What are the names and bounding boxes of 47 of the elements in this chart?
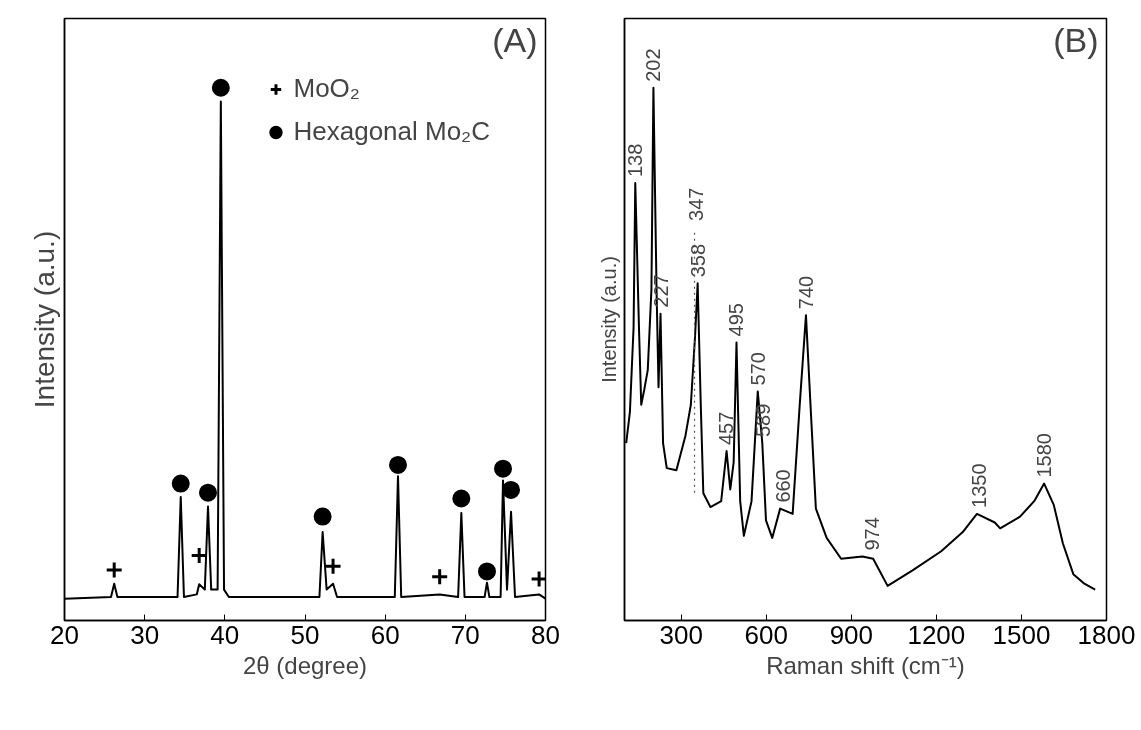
annotation: 589	[752, 403, 775, 438]
x-tick-label: 50	[290, 619, 320, 650]
x-tick-label: 60	[370, 619, 400, 650]
legend-label: MoO₂	[293, 73, 360, 104]
x-axis-title: 2θ (degree)	[242, 651, 368, 679]
x-tick-label: 1800	[1077, 619, 1136, 650]
x-tick-label: 70	[450, 619, 480, 650]
point	[211, 78, 230, 97]
x-tick-label: 1200	[907, 619, 966, 650]
x-tick-label: 1500	[992, 619, 1051, 650]
annotation: 1350	[967, 463, 990, 508]
point	[477, 562, 496, 581]
ref-line-label: 347	[684, 187, 707, 221]
x-tick-label: 20	[50, 619, 79, 650]
annotation: 1580	[1033, 433, 1056, 478]
x-tick-label: 40	[210, 619, 240, 650]
annotation: 974	[861, 517, 884, 551]
point	[502, 480, 521, 499]
annotation: 570	[746, 352, 769, 386]
point	[171, 474, 190, 493]
x-tick-label: 80	[531, 619, 560, 650]
x-tick-label: 900	[829, 619, 874, 650]
annotation: 740	[794, 275, 817, 310]
annotation: 358	[686, 243, 709, 278]
y-axis-title: Intensity (a.u.)	[28, 230, 60, 409]
point	[313, 507, 332, 526]
annotation: 457	[714, 411, 737, 446]
legend-label: Hexagonal Mo₂C	[293, 116, 490, 147]
point	[105, 560, 124, 579]
point	[452, 489, 471, 508]
annotation: 227	[649, 274, 672, 308]
annotation: 202	[642, 48, 665, 82]
chart-title: (B)	[1053, 20, 1099, 59]
annotation: 495	[725, 303, 748, 337]
annotation: 138	[624, 143, 647, 178]
point	[388, 455, 407, 474]
x-tick-label: 300	[659, 619, 703, 650]
x-tick-label: 30	[130, 619, 160, 650]
x-axis-title: Raman shift (cm⁻¹)	[766, 651, 965, 679]
point	[494, 459, 513, 478]
point	[430, 567, 449, 586]
annotation: 660	[772, 469, 795, 503]
chart-title: (A)	[492, 20, 538, 59]
point	[324, 557, 343, 576]
y-axis-title: Intensity (a.u.)	[597, 256, 620, 383]
point	[199, 483, 217, 502]
x-tick-label: 600	[744, 619, 788, 650]
